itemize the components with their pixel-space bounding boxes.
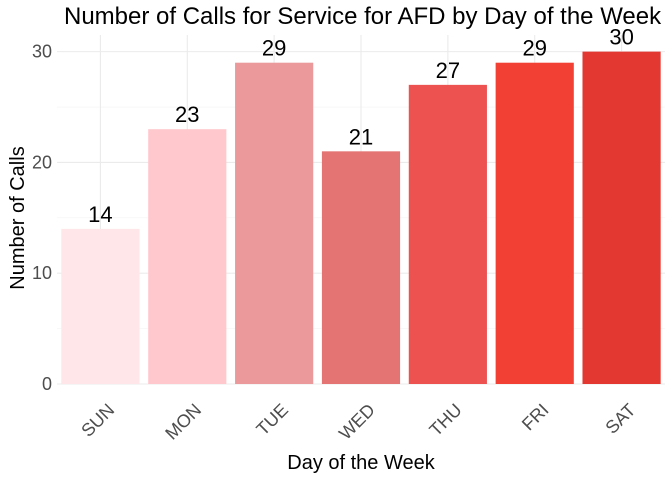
bar-tue xyxy=(235,62,314,384)
y-tick-label: 10 xyxy=(32,263,52,283)
x-tick-label-sun: SUN xyxy=(77,400,118,441)
x-tick-label-tue: TUE xyxy=(252,400,292,440)
x-tick-label-mon: MON xyxy=(161,400,205,444)
bar-wed xyxy=(321,151,401,384)
x-tick-label-sat: SAT xyxy=(601,400,639,438)
data-label-tue: 29 xyxy=(262,36,286,61)
chart-title: Number of Calls for Service for AFD by D… xyxy=(64,3,662,30)
bars-group xyxy=(61,51,661,384)
bar-sun xyxy=(61,228,140,384)
y-tick-label: 20 xyxy=(32,152,52,172)
bar-sat xyxy=(582,51,661,384)
data-label-fri: 29 xyxy=(522,36,546,61)
bar-thu xyxy=(408,84,487,384)
y-axis-ticks: 0 10 20 30 xyxy=(32,42,52,394)
data-label-mon: 23 xyxy=(175,102,199,127)
data-label-wed: 21 xyxy=(349,124,373,149)
x-axis-ticks: SUN MON TUE WED THU FRI SAT xyxy=(77,400,639,444)
x-tick-label-thu: THU xyxy=(425,400,465,440)
x-axis-title: Day of the Week xyxy=(287,452,435,474)
x-tick-label-wed: WED xyxy=(335,400,379,444)
data-labels-group: 14 23 29 21 27 29 30 xyxy=(88,25,634,227)
y-axis-title: Number of Calls xyxy=(7,146,29,289)
data-label-thu: 27 xyxy=(436,58,460,83)
bar-fri xyxy=(495,62,574,384)
x-tick-label-fri: FRI xyxy=(518,400,553,435)
data-label-sun: 14 xyxy=(88,202,112,227)
y-tick-label: 0 xyxy=(42,374,52,394)
data-label-sat: 30 xyxy=(609,25,633,50)
bar-mon xyxy=(148,129,227,384)
y-tick-label: 30 xyxy=(32,42,52,62)
